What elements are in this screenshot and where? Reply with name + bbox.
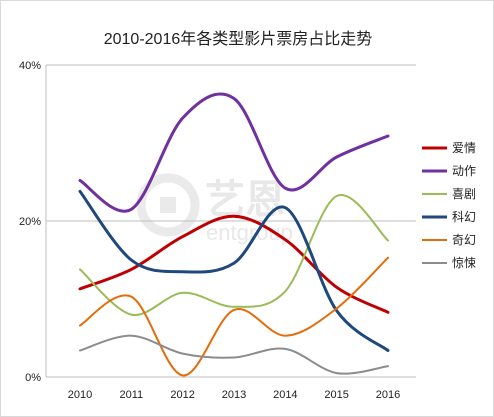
legend-label: 喜剧 (452, 187, 476, 201)
legend-item: 喜剧 (422, 187, 476, 201)
watermark-main: 艺恩 (205, 178, 285, 222)
x-tick-label: 2016 (376, 389, 400, 401)
legend-label: 动作 (452, 164, 476, 178)
series-line-0 (78, 214, 390, 314)
legend-label: 爱情 (452, 141, 476, 155)
gridlines (46, 64, 416, 378)
series-line-5 (79, 334, 389, 375)
x-tick-label: 2010 (68, 389, 92, 401)
legend-item: 科幻 (422, 210, 476, 224)
series-lines (78, 92, 390, 377)
series-line-2 (79, 194, 389, 316)
x-tick-label: 2012 (170, 389, 194, 401)
legend-label: 科幻 (452, 210, 476, 224)
y-axis-ticks: 0% 20% 40% (19, 60, 41, 384)
x-tick-label: 2015 (324, 389, 348, 401)
legend-item: 奇幻 (422, 233, 476, 247)
series-line-1 (78, 92, 390, 213)
series-line-4 (79, 256, 389, 377)
watermark-sub: entgroup (206, 220, 293, 245)
x-axis-ticks: 2010 2011 2012 2013 2014 2015 2016 (68, 389, 400, 401)
legend-item: 动作 (422, 164, 476, 178)
legend-item: 惊悚 (422, 255, 476, 270)
chart-title: 2010-2016年各类型影片票房占比走势 (104, 30, 373, 48)
x-tick-label: 2014 (273, 389, 297, 401)
watermark-logo-icon (136, 173, 200, 237)
watermark: 艺恩 entgroup (136, 173, 293, 245)
y-tick-label: 40% (19, 60, 41, 72)
y-tick-label: 0% (25, 372, 41, 384)
y-tick-label: 20% (19, 216, 41, 228)
series-line-3 (78, 189, 390, 352)
legend-label: 惊悚 (452, 255, 476, 270)
x-tick-label: 2011 (120, 389, 144, 401)
legend-item: 爱情 (422, 141, 476, 155)
x-tick-label: 2013 (222, 389, 246, 401)
legend-label: 奇幻 (452, 233, 476, 247)
